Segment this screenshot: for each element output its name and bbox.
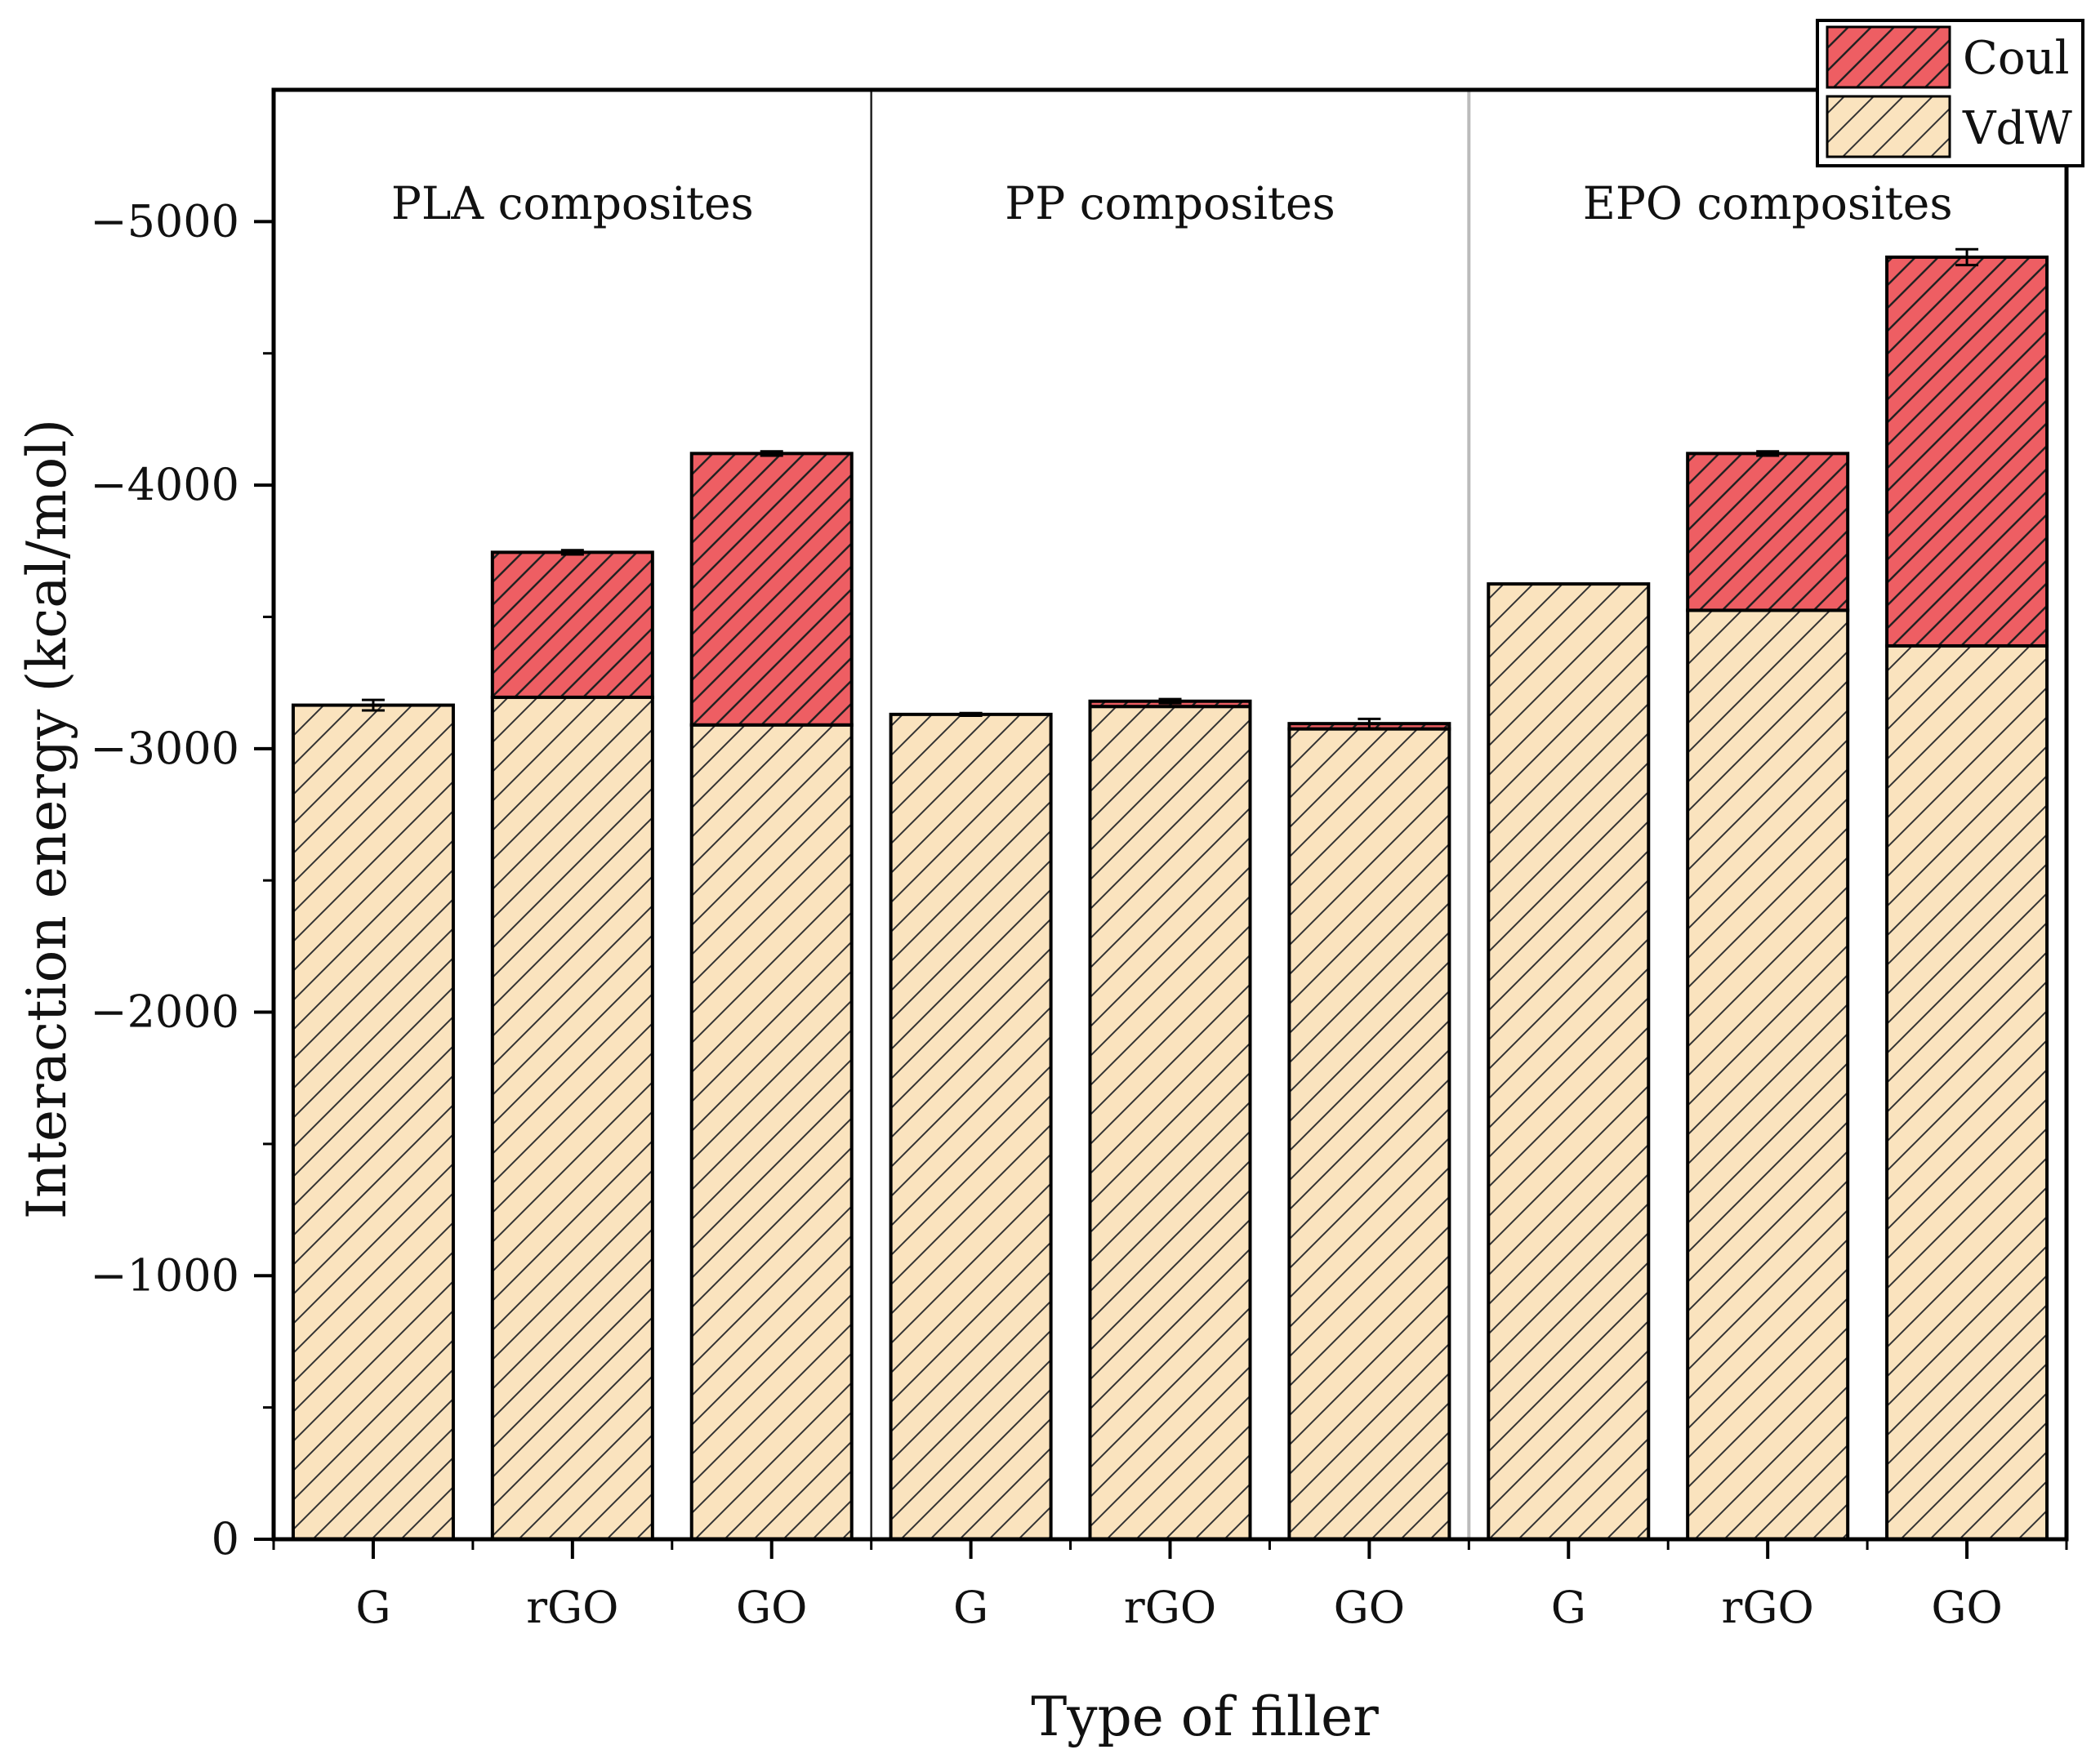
error-bar-3 — [959, 711, 983, 717]
error-bar-8 — [1955, 247, 1979, 267]
y-tick-label: −5000 — [90, 195, 239, 247]
x-tick-label: rGO — [526, 1582, 618, 1633]
panel-label-pla: PLA composites — [391, 177, 754, 229]
bar-vdw-pp-go — [1287, 727, 1451, 1541]
error-bar-5 — [1358, 717, 1381, 730]
y-tick-label: 0 — [212, 1513, 239, 1565]
x-tick-label: G — [1551, 1582, 1586, 1633]
bar-vdw-pp-g — [889, 712, 1053, 1541]
y-tick-label: −4000 — [90, 459, 239, 510]
bar-vdw-epo-g — [1487, 582, 1651, 1541]
x-tick-label: GO — [1931, 1582, 2002, 1633]
bar-coul-pla-go — [689, 452, 854, 727]
bar-vdw-pla-rgo — [490, 695, 654, 1541]
x-axis-title: Type of filler — [1031, 1685, 1379, 1748]
x-tick-label: G — [355, 1582, 390, 1633]
legend-swatch-coul — [1826, 25, 1951, 89]
y-tick-label: −2000 — [90, 986, 239, 1038]
bar-coul-epo-go — [1885, 255, 2049, 648]
error-bar-1 — [560, 549, 584, 556]
legend-swatch-vdw — [1826, 95, 1951, 158]
panel-label-pp: PP composites — [1005, 177, 1335, 229]
bar-vdw-epo-go — [1885, 643, 2049, 1541]
bar-vdw-pla-g — [291, 703, 455, 1541]
error-bar-0 — [361, 698, 385, 712]
y-axis-ticks: 0 −1000 −2000 −3000 −4000 −5000 — [90, 195, 274, 1565]
y-tick-label: −1000 — [90, 1249, 239, 1301]
error-bar-4 — [1158, 697, 1182, 705]
x-tick-label: G — [953, 1582, 988, 1633]
y-tick-label: −3000 — [90, 723, 239, 774]
bar-vdw-pla-go — [689, 723, 854, 1541]
panel-labels: PLA composites PP composites EPO composite… — [391, 177, 1953, 229]
x-tick-label: GO — [1334, 1582, 1405, 1633]
error-bar-7 — [1756, 450, 1780, 457]
legend: Coul VdW — [1816, 19, 2084, 167]
x-tick-label: rGO — [1722, 1582, 1814, 1633]
legend-label-coul: Coul — [1963, 32, 2070, 85]
bar-vdw-epo-rgo — [1686, 608, 1850, 1541]
error-bar-2 — [760, 450, 783, 457]
error-bars — [361, 247, 1979, 730]
bars — [291, 255, 2049, 1541]
x-tick-label: GO — [736, 1582, 807, 1633]
legend-label-vdw: VdW — [1962, 102, 2072, 155]
panel-label-epo: EPO composites — [1583, 177, 1953, 229]
group-separators — [870, 90, 1471, 1539]
y-axis-title: Interaction energy (kcal/mol) — [16, 419, 78, 1219]
bar-coul-epo-rgo — [1686, 452, 1850, 612]
bar-vdw-pp-rgo — [1088, 705, 1252, 1541]
x-tick-label: rGO — [1124, 1582, 1216, 1633]
bar-coul-pla-rgo — [490, 550, 654, 699]
